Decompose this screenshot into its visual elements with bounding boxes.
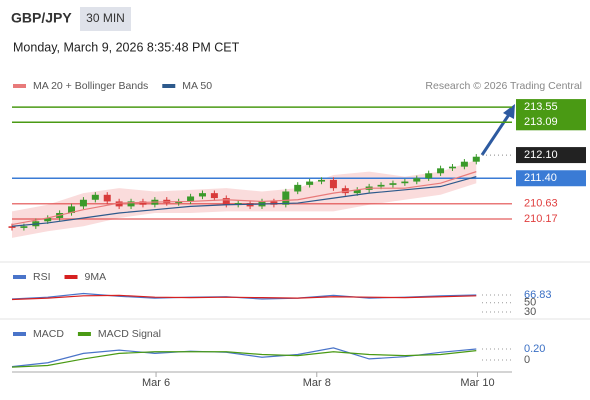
legend-label: MACD — [33, 328, 64, 340]
level-label: 210.63 — [524, 198, 558, 210]
level-label: 211.40 — [524, 172, 557, 184]
x-tick-label: Mar 8 — [303, 377, 331, 389]
candle-body — [341, 188, 349, 194]
candle-body — [401, 181, 409, 184]
legend-label: 9MA — [85, 271, 107, 283]
x-tick-label: Mar 10 — [460, 377, 494, 389]
candle-body — [448, 166, 456, 169]
level-label: 213.09 — [524, 116, 558, 128]
candle-body — [318, 179, 326, 182]
candle-body — [270, 201, 278, 205]
level-label: 210.17 — [524, 213, 558, 225]
symbol: GBP/JPY — [11, 10, 72, 26]
legend-swatch — [77, 332, 91, 336]
candle-body — [91, 194, 99, 200]
candle-body — [425, 173, 433, 179]
series-line — [11, 171, 477, 226]
candle-body — [234, 203, 242, 205]
x-tick-label: Mar 6 — [142, 377, 170, 389]
candle-body — [413, 178, 421, 182]
candle-body — [353, 189, 361, 194]
level-box — [516, 147, 586, 164]
legend-swatch — [13, 275, 26, 279]
candle-body — [460, 161, 468, 167]
candle-body — [187, 196, 195, 202]
candle-body — [139, 201, 147, 205]
candle-body — [377, 184, 385, 187]
candle-body — [115, 201, 123, 207]
series-line — [11, 350, 477, 368]
candle-body — [198, 193, 206, 197]
series-line — [11, 347, 477, 368]
candle-body — [127, 201, 135, 207]
datetime: Monday, March 9, 2026 8:35:48 PM CET — [13, 40, 240, 54]
candle-body — [389, 183, 397, 185]
legend-label: MACD Signal — [98, 328, 161, 340]
legend-swatch — [13, 332, 26, 336]
candle-body — [79, 199, 87, 207]
bollinger-band — [12, 160, 477, 238]
legend-label: RSI — [33, 271, 51, 283]
y-tick-label: 30 — [524, 306, 536, 318]
candle-body — [210, 193, 218, 199]
candle-body — [472, 156, 480, 162]
level-box — [516, 99, 586, 116]
candle-body — [44, 217, 52, 222]
level-box — [516, 170, 586, 187]
legend-label: MA 50 — [182, 80, 212, 92]
candle-body — [175, 201, 183, 204]
candle-body — [8, 226, 16, 228]
legend-swatch — [162, 84, 176, 88]
candle-body — [20, 226, 28, 228]
candle-body — [306, 181, 314, 185]
y-tick-label: 0 — [524, 354, 530, 366]
source: Research © 2026 Trading Central — [425, 80, 582, 92]
candle-body — [68, 206, 76, 214]
interval-box — [80, 7, 131, 31]
candle-body — [282, 191, 290, 205]
candle-body — [294, 184, 302, 192]
y-tick-label: 0.20 — [524, 343, 545, 355]
level-label: 213.55 — [524, 101, 558, 113]
candle-body — [103, 194, 111, 202]
legend-label: MA 20 + Bollinger Bands — [33, 80, 148, 92]
y-tick-label: 50 — [524, 297, 536, 309]
series-line — [11, 294, 477, 301]
candle-body — [437, 168, 445, 174]
y-tick-label: 66.83 — [524, 289, 552, 301]
interval: 30 MIN — [86, 11, 125, 25]
forecast-arrow — [480, 112, 512, 156]
series-line — [11, 176, 477, 227]
candle-body — [329, 179, 337, 189]
level-box — [516, 114, 586, 131]
legend-swatch — [13, 84, 26, 88]
level-label: 212.10 — [524, 149, 558, 161]
legend-swatch — [64, 275, 78, 279]
candle-body — [222, 198, 230, 205]
